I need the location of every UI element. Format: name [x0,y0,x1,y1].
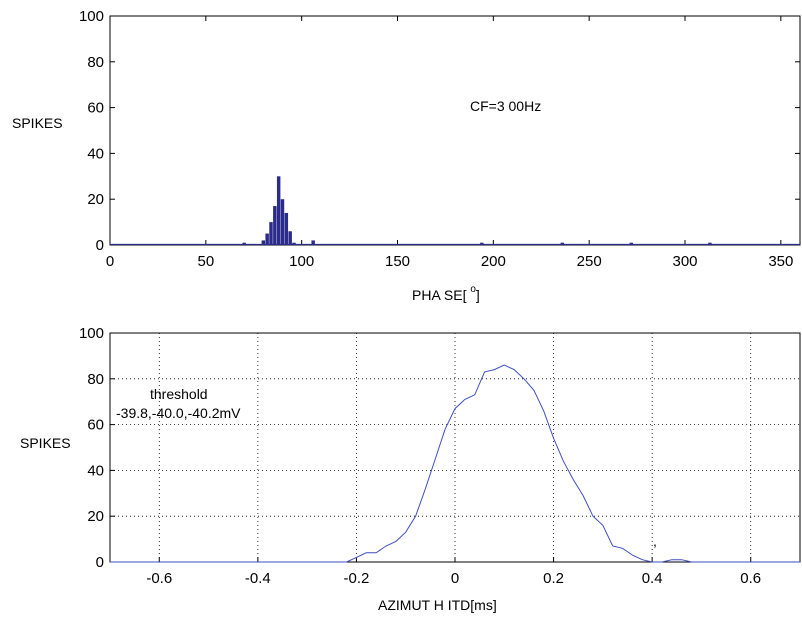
phase-histogram-panel: 0 50 100 150 200 250 300 350 0 20 40 60 80 100 SPIKES… [12,8,801,303]
top-x-tick-label: 150 [385,253,410,270]
histogram-bar [284,212,289,245]
bottom-y-tick-label: 40 [87,462,104,479]
histogram-bar [629,242,634,245]
itd-series [110,364,800,563]
top-x-tick-label: 0 [106,253,114,270]
bottom-y-tick-label: 60 [87,417,104,434]
top-x-tick-label: 50 [197,253,214,270]
top-y-tick-label: 0 [96,237,104,254]
top-x-tick-label: 100 [289,253,314,270]
bottom-plot-frame [109,332,801,563]
histogram-bar [560,242,565,245]
histogram-bar [708,242,712,245]
bottom-y-tick-label: 80 [87,371,104,388]
bottom-x-tick-label: -0.2 [343,570,369,587]
bottom-y-tick-label: 0 [96,554,104,571]
bottom-grid [110,333,800,562]
top-x-tick-label: 350 [768,253,793,270]
bottom-y-tick-label: 100 [79,325,104,342]
histogram-bar [292,242,296,245]
top-plot-frame [109,15,801,246]
top-x-tick-label: 300 [672,253,697,270]
phase-bars [110,176,800,246]
threshold-values: -39.8,-40.0,-40.2mV [116,405,241,421]
bottom-x-tick-label: 0.6 [740,570,761,587]
phase-label-text: PHA SE[ [412,287,470,303]
top-tick-labels: 0 50 100 150 200 250 300 350 0 20 40 60 80 100 [79,8,793,270]
top-y-tick-label: 100 [79,8,104,25]
bottom-x-tick-label: 0 [451,570,459,587]
cf-annotation: CF=3 00Hz [470,98,541,114]
threshold-label: threshold [150,386,208,402]
top-x-tick-label: 250 [577,253,602,270]
top-y-tick-label: 20 [87,191,104,208]
bottom-x-tick-label: 0.4 [642,570,663,587]
phase-label-close: ] [476,287,480,303]
degree-superscript: o [470,284,476,295]
histogram-bar [280,199,285,245]
bottom-x-tick-label: 0.2 [543,570,564,587]
histogram-bar [261,240,266,245]
bottom-x-tick-label: -0.4 [245,570,271,587]
top-x-tick-label: 200 [481,253,506,270]
bottom-y-axis-label: SPIKES [20,435,71,451]
top-y-axis-label: SPIKES [12,115,63,131]
bottom-x-tick-label: -0.6 [146,570,172,587]
top-y-tick-label: 40 [87,145,104,162]
itd-curve-line [110,364,800,563]
histogram-bar [265,233,269,245]
top-y-tick-label: 80 [87,54,104,71]
comma-mark: , [653,533,657,549]
histogram-bar [269,222,273,245]
histogram-bar [288,231,292,245]
top-x-axis-label: PHA SE[ o] [412,284,480,303]
histogram-bar [311,240,315,245]
histogram-bar [273,206,277,245]
histogram-bar [480,242,484,245]
itd-curve-panel: -0.6 -0.4 -0.2 0 0.2 0.4 0.6 0 20 40 60 80 100 SPIKE… [20,325,801,613]
bottom-x-axis-label: AZIMUT H ITD[ms] [378,597,497,613]
histogram-bar [276,176,281,245]
bottom-y-tick-label: 20 [87,508,104,525]
histogram-bar [242,242,246,245]
top-y-tick-label: 60 [87,100,104,117]
bottom-tick-labels: -0.6 -0.4 -0.2 0 0.2 0.4 0.6 0 20 40 60 80 100 [79,325,761,587]
